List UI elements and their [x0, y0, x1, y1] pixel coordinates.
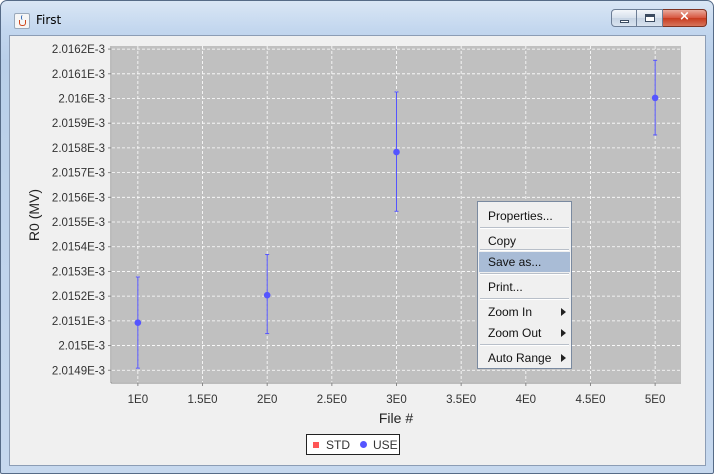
maximize-button[interactable] [637, 9, 663, 27]
close-button[interactable]: × [663, 9, 707, 27]
minimize-button[interactable] [611, 9, 637, 27]
y-tick-label: 2.0154E-3 [52, 242, 105, 254]
menu-item-zoom-out-label: Zoom Out [488, 326, 542, 340]
data-point [263, 291, 271, 299]
data-series-use [134, 59, 659, 369]
data-point [651, 94, 659, 102]
x-axis-title: File # [379, 410, 413, 426]
menu-separator [480, 344, 569, 346]
legend-std-label: STD [326, 437, 350, 452]
minimize-icon [620, 20, 629, 23]
y-tick-label: 2.0161E-3 [52, 69, 105, 81]
x-tick-label: 3.5E0 [446, 394, 476, 406]
submenu-arrow-icon [561, 329, 566, 337]
menu-separator [480, 298, 569, 300]
caption-buttons: × [611, 9, 707, 27]
x-tick-label: 1.5E0 [187, 394, 217, 406]
title-bar[interactable]: First × [1, 1, 714, 35]
java-app-icon[interactable] [14, 13, 30, 29]
x-tick-label: 4E0 [516, 394, 536, 406]
x-tick-label: 1E0 [128, 394, 148, 406]
menu-item-zoom-in-label: Zoom In [488, 305, 533, 319]
y-tick-label: 2.0155E-3 [52, 217, 105, 229]
x-tick-label: 3E0 [386, 394, 406, 406]
legend-use-label: USE [373, 437, 398, 452]
context-menu: Properties... Copy Save as... Print... Z… [477, 201, 572, 369]
y-axis-title: R0 (MV) [26, 189, 42, 241]
y-tick-label: 2.0153E-3 [52, 266, 105, 278]
x-tick-label: 4.5E0 [575, 394, 605, 406]
menu-item-zoom-out[interactable]: Zoom Out [479, 323, 570, 343]
menu-item-zoom-in[interactable]: Zoom In [479, 302, 570, 322]
y-tick-label: 2.0151E-3 [52, 316, 105, 328]
menu-item-print[interactable]: Print... [488, 280, 523, 294]
menu-separator [480, 227, 569, 229]
x-axis-ticks: 1E0 1.5E0 2E0 2.5E0 3E0 3.5E0 4E0 4.5E0 5E0 [128, 383, 665, 406]
menu-item-auto-range-label: Auto Range [488, 351, 552, 365]
y-tick-label: 2.0157E-3 [52, 168, 105, 180]
y-tick-label: 2.0156E-3 [52, 192, 105, 204]
menu-item-auto-range[interactable]: Auto Range [479, 348, 570, 368]
x-tick-label: 2E0 [257, 394, 277, 406]
legend: STD USE [306, 434, 400, 455]
y-axis-ticks: 2.0162E-3 2.0161E-3 2.016E-3 2.0159E-3 2.015… [52, 44, 111, 377]
data-point [393, 148, 400, 156]
submenu-arrow-icon [561, 354, 566, 362]
menu-separator [480, 249, 569, 251]
java-steam-shape [21, 15, 25, 20]
y-tick-label: 2.0158E-3 [52, 143, 105, 155]
data-point [134, 319, 142, 327]
menu-item-properties[interactable]: Properties... [488, 209, 553, 223]
legend-use-swatch [360, 441, 367, 448]
x-tick-label: 5E0 [645, 394, 665, 406]
menu-item-save-as[interactable]: Save as... [479, 252, 570, 272]
y-tick-label: 2.0152E-3 [52, 291, 105, 303]
window-title: First [36, 13, 62, 27]
submenu-arrow-icon [561, 308, 566, 316]
menu-item-copy[interactable]: Copy [488, 234, 517, 248]
y-tick-label: 2.015E-3 [58, 341, 105, 353]
legend-std-swatch [313, 441, 319, 448]
y-tick-label: 2.0149E-3 [52, 365, 105, 377]
maximize-icon [645, 14, 655, 22]
java-cup-shape [19, 20, 26, 26]
y-tick-label: 2.016E-3 [58, 94, 105, 106]
x-tick-label: 2.5E0 [317, 394, 347, 406]
menu-separator [480, 273, 569, 275]
y-tick-label: 2.0162E-3 [52, 44, 105, 56]
y-tick-label: 2.0159E-3 [52, 118, 105, 130]
close-icon: × [679, 9, 690, 24]
